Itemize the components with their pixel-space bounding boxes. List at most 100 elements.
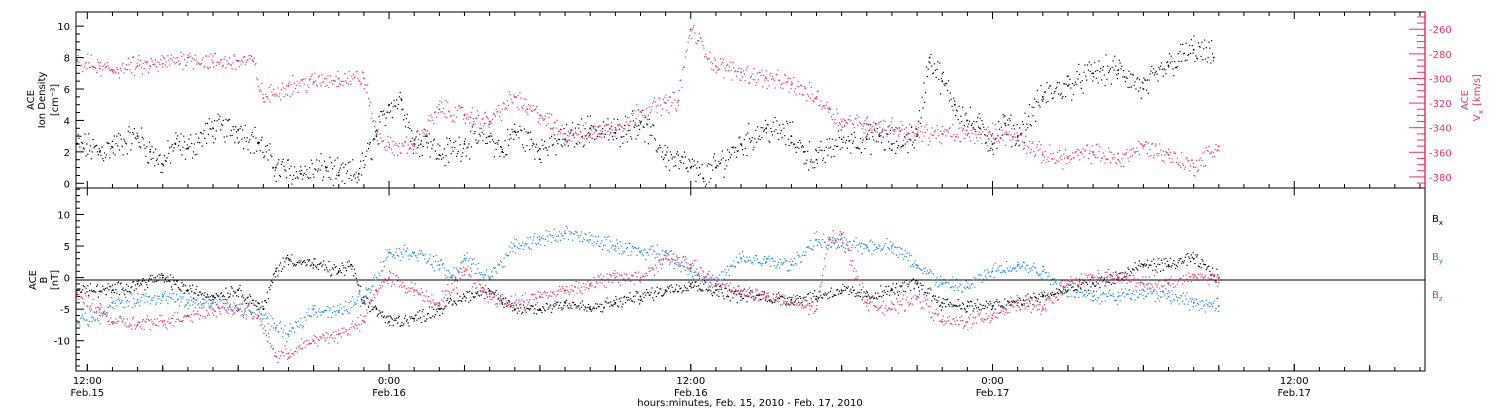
vx-sample <box>549 113 551 115</box>
ion-density-sample <box>471 126 474 128</box>
bx-sample <box>1022 299 1024 301</box>
bx-sample <box>445 305 447 307</box>
bx-sample <box>794 300 796 302</box>
bx-sample <box>477 294 480 296</box>
vx-sample <box>1195 166 1197 169</box>
vx-sample <box>386 150 388 152</box>
bx-sample <box>622 303 624 305</box>
ion-density-sample <box>881 130 884 132</box>
ion-density-sample <box>377 143 379 145</box>
ion-density-sample <box>133 127 136 130</box>
vx-sample <box>502 102 504 104</box>
ion-density-sample <box>329 156 331 158</box>
vx-sample <box>602 131 604 133</box>
ion-density-sample <box>609 128 611 130</box>
bx-sample <box>1045 299 1047 301</box>
vx-sample <box>184 59 186 61</box>
vx-sample <box>163 58 165 60</box>
vx-sample <box>295 84 297 86</box>
bx-sample <box>109 285 111 287</box>
by-sample <box>589 239 591 241</box>
vx-sample <box>1152 157 1155 159</box>
vx-sample <box>1127 157 1129 159</box>
vx-sample <box>752 78 754 81</box>
by-point <box>1192 302 1195 304</box>
vx-sample <box>129 69 131 71</box>
bx-sample <box>1107 281 1109 283</box>
vx-sample <box>259 89 261 91</box>
vx-sample <box>477 110 479 112</box>
vx-sample <box>1137 150 1139 152</box>
ion-density-sample <box>918 110 921 112</box>
ion-density-sample <box>1151 65 1153 68</box>
vx-sample <box>569 131 571 133</box>
ion-density-sample <box>266 144 268 146</box>
vx-sample <box>445 100 447 102</box>
vx-sample <box>1001 129 1003 131</box>
bx-sample <box>1162 269 1164 271</box>
ion-density-sample <box>454 146 456 149</box>
ion-density-sample <box>427 142 429 144</box>
bx-sample <box>983 304 985 307</box>
bx-sample <box>1094 285 1097 287</box>
ion-density-sample <box>442 157 444 159</box>
vx-sample <box>1147 142 1149 144</box>
by-sample <box>210 302 212 304</box>
vx-sample <box>1138 154 1141 156</box>
vx-sample <box>686 49 688 51</box>
vx-sample <box>835 122 837 124</box>
vx-sample <box>162 66 164 68</box>
bx-sample <box>1216 268 1218 270</box>
bx-sample <box>311 262 313 264</box>
ion-density-sample <box>1100 67 1102 69</box>
vx-sample <box>376 140 378 142</box>
vx-sample <box>912 131 914 133</box>
vx-sample <box>815 97 817 99</box>
vx-sample <box>1192 163 1194 165</box>
bx-sample <box>165 277 167 279</box>
vx-sample <box>1042 159 1045 162</box>
bx-sample <box>713 292 716 294</box>
bx-sample <box>621 306 623 308</box>
ion-density-sample <box>876 127 878 130</box>
ion-density-sample <box>711 164 713 166</box>
ion-density-sample <box>536 151 539 153</box>
by-sample <box>255 305 257 307</box>
ion-density-sample <box>171 144 173 146</box>
vx-sample <box>667 99 669 102</box>
ion-density-sample <box>1122 76 1124 78</box>
vx-sample <box>919 130 921 132</box>
ion-density-sample <box>773 130 775 132</box>
ion-density-sample <box>590 125 592 127</box>
bx-point <box>916 283 918 285</box>
by-sample <box>327 316 329 318</box>
bx-sample <box>448 302 450 304</box>
x-tick-label-date: Feb.16 <box>674 388 708 399</box>
by-sample <box>485 274 487 276</box>
by-sample <box>499 264 501 266</box>
vx-sample <box>1207 150 1209 152</box>
vx-sample <box>936 125 938 127</box>
bx-sample <box>393 319 395 322</box>
by-sample <box>268 313 270 315</box>
vx-sample <box>195 59 197 61</box>
ion-density-sample <box>407 126 409 129</box>
ion-density-sample <box>628 125 630 127</box>
vx-sample <box>261 82 263 85</box>
vx-sample <box>377 129 379 131</box>
ion-density-sample <box>1184 60 1186 62</box>
ion-density-point <box>840 138 843 141</box>
ion-density-sample <box>937 61 939 63</box>
vx-sample <box>453 114 455 116</box>
vx-sample <box>860 124 862 126</box>
ion-density-sample <box>140 147 142 149</box>
ion-density-sample <box>594 138 596 140</box>
ion-density-sample <box>495 148 497 151</box>
vx-sample <box>727 63 729 65</box>
bx-sample <box>383 315 385 317</box>
bx-sample <box>936 301 938 304</box>
bx-sample <box>1152 258 1155 260</box>
vx-sample <box>201 59 203 61</box>
bx-sample <box>221 295 224 297</box>
